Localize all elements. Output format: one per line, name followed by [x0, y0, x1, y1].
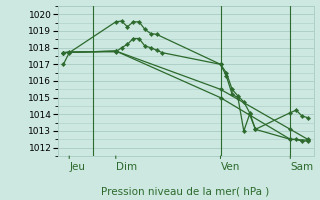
- Text: Sam: Sam: [290, 162, 314, 172]
- Text: Jeu: Jeu: [69, 162, 85, 172]
- Text: Ven: Ven: [220, 162, 240, 172]
- Text: Pression niveau de la mer( hPa ): Pression niveau de la mer( hPa ): [101, 186, 270, 196]
- Text: Dim: Dim: [116, 162, 137, 172]
